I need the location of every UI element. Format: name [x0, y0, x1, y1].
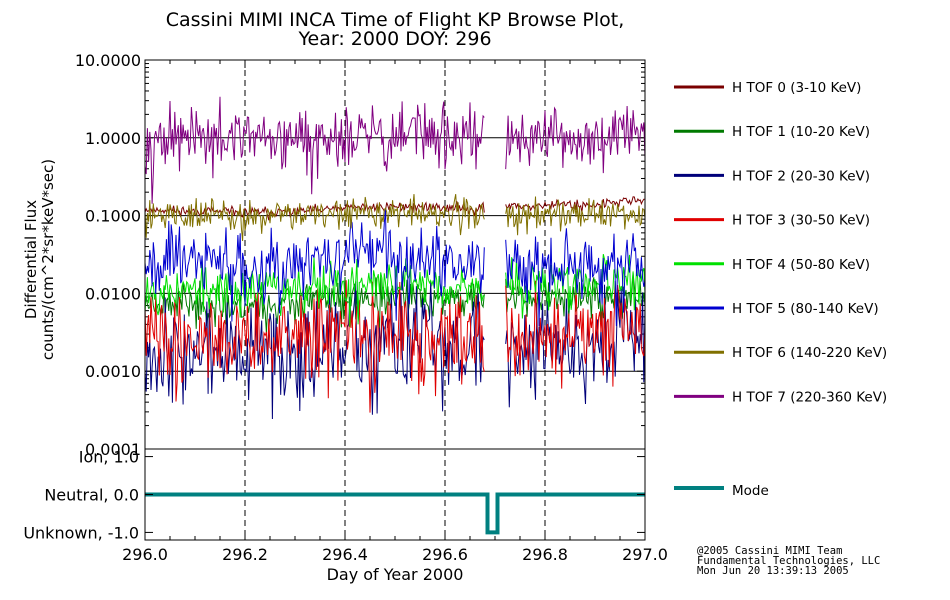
x-tick-label-1: 296.2 [222, 545, 268, 564]
legend-label-7: H TOF 7 (220-360 KeV) [732, 389, 887, 405]
chart-title-line1: Cassini MIMI INCA Time of Flight KP Brow… [165, 9, 625, 31]
legend-label-1: H TOF 1 (10-20 KeV) [732, 124, 870, 140]
credit-line-3: Mon Jun 20 13:39:13 2005 [697, 565, 849, 577]
legend-label-4: H TOF 4 (50-80 KeV) [732, 257, 870, 273]
legend-label-3: H TOF 3 (30-50 KeV) [732, 213, 870, 229]
legend-label-2: H TOF 2 (20-30 KeV) [732, 168, 870, 184]
y-tick-label-1: 1.0000 [85, 129, 141, 148]
y-tick-label-5: 0.0001 [85, 440, 141, 459]
y-tick-label-2: 0.1000 [85, 207, 141, 226]
x-tick-label-0: 296.0 [122, 545, 168, 564]
credit-line-1: @2005 Cassini MIMI Team [697, 545, 843, 557]
mode-series-line-0 [145, 492, 645, 535]
x-tick-label-5: 297.0 [622, 545, 668, 564]
mode-panel-frame [144, 448, 646, 541]
legend-label-6: H TOF 6 (140-220 KeV) [732, 345, 887, 361]
x-tick-label-2: 296.4 [322, 545, 368, 564]
chart-title-line2: Year: 2000 DOY: 296 [298, 28, 492, 50]
y-tick-label-4: 0.0010 [85, 362, 141, 381]
x-tick-label-3: 296.6 [422, 545, 468, 564]
legend-label-0: H TOF 0 (3-10 KeV) [732, 80, 861, 96]
flux-series-line-3 [144, 279, 646, 413]
credit-line-2: Fundamental Technologies, LLC [697, 555, 881, 567]
mode-y-tick-label-1: Neutral, 0.0 [44, 486, 139, 505]
x-tick-label-4: 296.8 [522, 545, 568, 564]
legend-label-mode: Mode [732, 483, 769, 499]
flux-series-line-4 [144, 253, 646, 327]
x-axis-label: Day of Year 2000 [327, 565, 464, 584]
mode-y-tick-label-2: Unknown, -1.0 [23, 523, 139, 542]
legend-label-5: H TOF 5 (80-140 KeV) [732, 301, 879, 317]
y-axis-label-line1: Differential Flux [22, 200, 40, 319]
y-tick-label-3: 0.0100 [85, 284, 141, 303]
flux-series-line-7 [144, 96, 646, 204]
mode-y-tick-label-0: Ion, 1.0 [79, 448, 139, 467]
y-axis-label-line2: counts/(cm^2*sr*keV*sec) [39, 159, 57, 360]
flux-series-line-6 [144, 194, 646, 242]
y-tick-label-0: 10.0000 [75, 51, 141, 70]
flux-series-line-5 [144, 209, 646, 327]
